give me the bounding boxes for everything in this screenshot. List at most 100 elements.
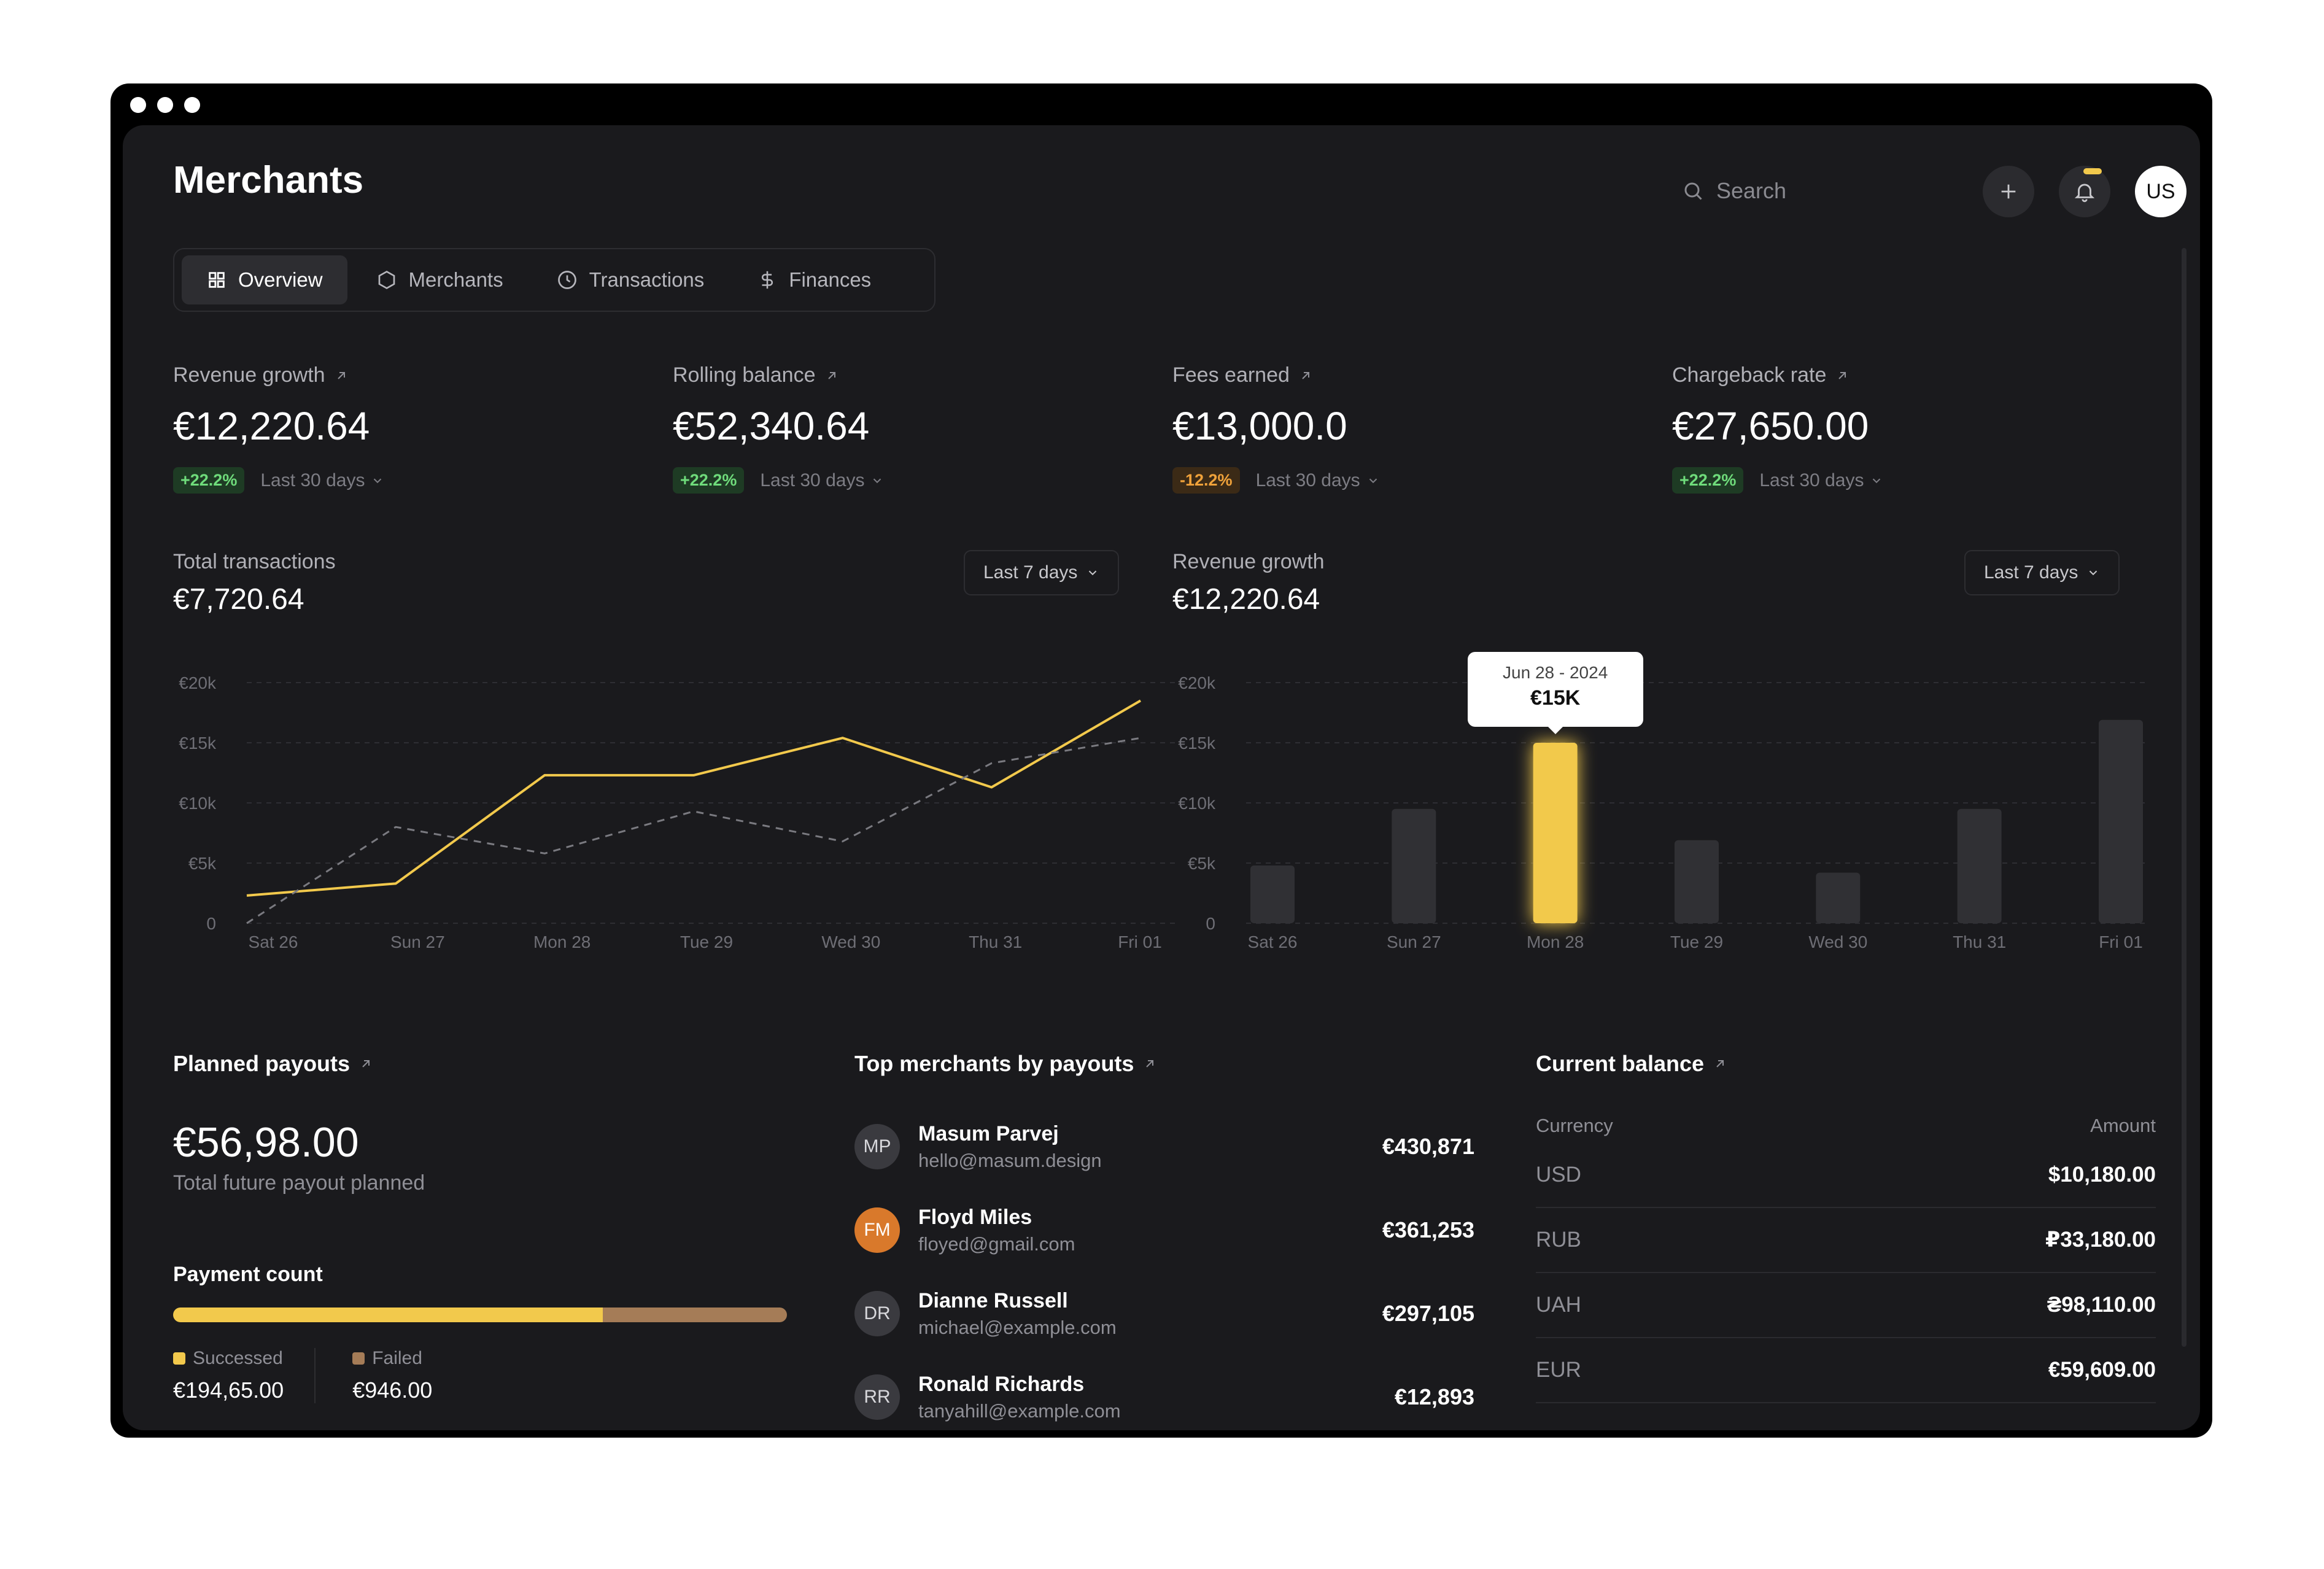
payment-count-label: Payment count (173, 1263, 323, 1286)
kpi-value: €13,000.0 (1172, 404, 1347, 448)
window-minimize-dot[interactable] (157, 97, 173, 113)
currency-cell: USD (1536, 1163, 1581, 1187)
window-close-dot[interactable] (130, 97, 146, 113)
chevron-down-icon (873, 478, 881, 483)
dropdown-label: Last 7 days (983, 562, 1078, 583)
highlighted-bar (1533, 743, 1578, 923)
bar (1392, 808, 1436, 923)
section-title-text: Top merchants by payouts (854, 1051, 1134, 1076)
legend-failed: Failed €946.00 (316, 1348, 432, 1403)
tab-transactions[interactable]: Transactions (532, 255, 729, 304)
bell-icon (2074, 184, 2095, 203)
transactions-period-dropdown[interactable]: Last 7 days (964, 550, 1120, 595)
merchant-row[interactable]: RR Ronald Richards tanyahill@example.com … (854, 1355, 1474, 1430)
kpi-revenue-growth[interactable]: Revenue growth €12,220.64 +22.2% Last 30 … (173, 363, 640, 494)
merchant-row[interactable]: MP Masum Parvej hello@masum.design €430,8… (854, 1105, 1474, 1188)
x-tick-label: Mon 28 (533, 932, 591, 951)
section-title[interactable]: Top merchants by payouts (854, 1051, 1474, 1077)
window-maximize-dot[interactable] (184, 97, 200, 113)
grid-icon (209, 272, 225, 288)
kpi-value: €52,340.64 (673, 404, 870, 448)
notification-indicator (2083, 168, 2102, 174)
avatar: MP (854, 1124, 900, 1169)
merchant-name: Ronald Richards (918, 1372, 1085, 1396)
comparison-series-line (246, 737, 1141, 924)
chart-label: Total transactions (173, 550, 336, 573)
kpi-value: €12,220.64 (173, 404, 370, 448)
x-tick-label: Thu 31 (1953, 932, 2006, 951)
section-title[interactable]: Current balance (1536, 1051, 2156, 1077)
merchant-row[interactable]: DR Dianne Russell michael@example.com €29… (854, 1272, 1474, 1355)
kpi-fees-earned[interactable]: Fees earned €13,000.0 -12.2% Last 30 days (1172, 363, 1639, 494)
notifications-button[interactable] (2059, 166, 2110, 217)
kpi-value: €27,650.00 (1672, 404, 1869, 448)
chevron-down-icon (1369, 478, 1377, 483)
primary-series-line (246, 699, 1142, 897)
tab-label: Overview (238, 268, 323, 291)
search-input[interactable] (1715, 177, 1914, 204)
legend-swatch (173, 1352, 185, 1365)
merchant-amount: €297,105 (1382, 1301, 1474, 1326)
tab-label: Transactions (589, 268, 705, 291)
kpi-chargeback-rate[interactable]: Chargeback rate €27,650.00 +22.2% Last 30… (1672, 363, 2139, 494)
y-tick-label: €20k (1178, 673, 1216, 692)
y-tick-label: €10k (179, 794, 217, 813)
period-dropdown[interactable]: Last 30 days (260, 470, 384, 491)
table-row: EUR €59,609.00 (1536, 1338, 2156, 1403)
tab-finances[interactable]: Finances (732, 255, 896, 304)
x-tick-label: Sun 27 (1387, 932, 1441, 951)
period-dropdown[interactable]: Last 30 days (1256, 470, 1380, 491)
tab-bar: Overview Merchants Transactions Finances (173, 248, 935, 312)
page-title: Merchants (173, 159, 364, 201)
legend-successed: Successed €194,65.00 (173, 1348, 316, 1403)
scrollbar[interactable] (2182, 248, 2186, 1347)
kpi-label: Chargeback rate (1672, 363, 1827, 387)
merchant-email: floyed@gmail.com (918, 1233, 1075, 1255)
bar (1816, 872, 1861, 923)
merchant-email: hello@masum.design (918, 1149, 1102, 1171)
tab-merchants[interactable]: Merchants (351, 255, 528, 304)
tooltip-value: €15K (1530, 686, 1581, 710)
arrow-up-right-icon (827, 371, 835, 379)
currency-cell: RUB (1536, 1228, 1581, 1252)
merchant-email: tanyahill@example.com (918, 1400, 1121, 1422)
chart-value: €12,220.64 (1172, 583, 1320, 616)
user-avatar[interactable]: US (2135, 166, 2186, 217)
x-tick-label: Tue 29 (1670, 932, 1723, 951)
planned-payouts-card: Planned payouts €56,98.00 Total future p… (173, 1051, 787, 1403)
payment-legend: Successed €194,65.00 Failed €946.00 (173, 1348, 787, 1403)
search-bar[interactable] (1682, 169, 1927, 212)
period-label: Last 30 days (760, 470, 865, 490)
period-dropdown[interactable]: Last 30 days (1759, 470, 1883, 491)
merchant-amount: €12,893 (1394, 1384, 1474, 1409)
hexagon-icon (378, 270, 395, 290)
period-label: Last 30 days (260, 470, 365, 490)
dollar-icon (762, 271, 773, 289)
kpi-rolling-balance[interactable]: Rolling balance €52,340.64 +22.2% Last 30… (673, 363, 1139, 494)
change-badge: +22.2% (173, 467, 245, 494)
x-tick-label: Sat 26 (1248, 932, 1298, 951)
tooltip-pointer (1547, 727, 1563, 734)
period-label: Last 30 days (1759, 470, 1864, 490)
add-button[interactable] (1983, 166, 2034, 217)
merchant-row[interactable]: FM Floyd Miles floyed@gmail.com €361,253 (854, 1188, 1474, 1272)
revenue-period-dropdown[interactable]: Last 7 days (1964, 550, 2120, 595)
chart-tooltip: Jun 28 - 2024 €15K (1467, 652, 1643, 734)
legend-value: €194,65.00 (173, 1377, 284, 1403)
section-title-text: Current balance (1536, 1051, 1705, 1076)
chart-value: €7,720.64 (173, 583, 304, 616)
period-dropdown[interactable]: Last 30 days (760, 470, 884, 491)
section-title[interactable]: Planned payouts (173, 1051, 787, 1077)
column-amount: Amount (2090, 1115, 2156, 1136)
plus-icon (2001, 184, 2016, 199)
x-tick-label: Tue 29 (680, 932, 733, 951)
x-tick-label: Sun 27 (390, 932, 445, 951)
arrow-up-right-icon (1838, 371, 1846, 379)
arrow-up-right-icon (1146, 1060, 1154, 1067)
y-tick-label: €20k (179, 673, 217, 692)
currency-cell: EUR (1536, 1358, 1581, 1382)
successed-segment (173, 1308, 603, 1322)
transactions-line-chart: €20k €15k €10k €5k 0 Sat 26 Sun 27 Mon 28 Tue 29… (179, 673, 1180, 951)
tab-overview[interactable]: Overview (182, 255, 347, 304)
legend-label: Successed (193, 1348, 283, 1368)
